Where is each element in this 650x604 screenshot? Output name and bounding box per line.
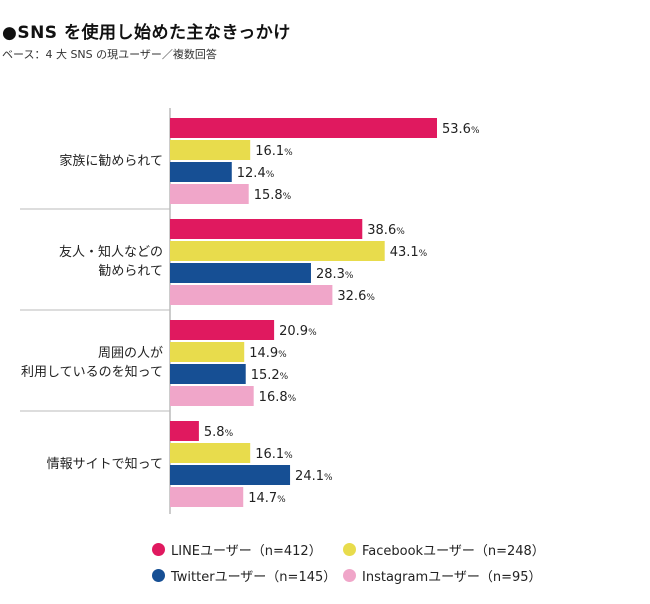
bar — [170, 342, 245, 362]
bar — [170, 140, 251, 160]
data-label: 24.1% — [295, 469, 333, 484]
data-label: 16.8% — [259, 390, 297, 405]
data-label: 14.7% — [248, 491, 286, 506]
data-label: 53.6% — [442, 122, 480, 137]
bar — [170, 241, 385, 261]
chart-title: ●SNS を使用し始めた主なきっかけ — [2, 23, 291, 43]
data-label: 12.4% — [237, 166, 275, 181]
bar — [170, 443, 251, 463]
data-label: 14.9% — [249, 346, 287, 361]
data-label: 32.6% — [337, 289, 375, 304]
data-label: 15.8% — [254, 188, 292, 203]
data-label: 43.1% — [390, 245, 428, 260]
data-label: 16.1% — [255, 447, 293, 462]
data-label: 16.1% — [255, 144, 293, 159]
category-label: 周囲の人が 利用しているのを知って — [21, 346, 163, 380]
bar — [170, 263, 311, 283]
chart-subtitle: ベース：4 大 SNS の現ユーザー／複数回答 — [2, 48, 217, 61]
bar — [170, 162, 232, 182]
data-label: 28.3% — [316, 267, 354, 282]
data-label: 5.8% — [204, 425, 234, 440]
bar — [170, 285, 333, 305]
bar — [170, 487, 244, 507]
bar — [170, 219, 363, 239]
bar — [170, 118, 437, 138]
bar — [170, 386, 254, 406]
category-label: 情報サイトで知って — [46, 456, 163, 472]
data-label: 15.2% — [251, 368, 289, 383]
bar — [170, 364, 246, 384]
data-label: 38.6% — [367, 223, 405, 238]
bar — [170, 465, 291, 485]
category-label: 家族に勧められて — [59, 153, 163, 169]
bar — [170, 320, 275, 340]
bar — [170, 184, 249, 204]
bar — [170, 421, 199, 441]
category-label: 友人・知人などの 勧められて — [58, 245, 163, 279]
data-label: 20.9% — [279, 324, 317, 339]
